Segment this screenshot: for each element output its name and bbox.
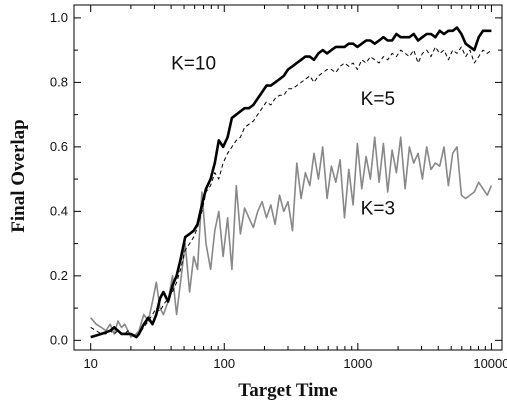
axis-ticks: 10 100 1000 10000 0.0 0.2 0.4 0.6 0.8 1.0 — [50, 5, 507, 371]
y-tick-label: 0.8 — [50, 74, 68, 89]
series-label-k-5: K=5 — [361, 89, 395, 110]
y-tick-label: 0.0 — [50, 332, 68, 347]
y-tick-label: 1.0 — [50, 10, 68, 25]
x-tick-label: 10 — [83, 356, 97, 371]
series-label-layer: K=10 K=5 K=3 — [171, 53, 395, 219]
y-axis-title: Final Overlap — [8, 119, 29, 232]
y-tick-label: 0.2 — [50, 268, 68, 283]
x-axis-title: Target Time — [238, 380, 337, 401]
series-line-k-3 — [90, 136, 493, 338]
x-tick-label: 1000 — [343, 356, 372, 371]
x-tick-label: 100 — [213, 356, 235, 371]
y-tick-label: 0.4 — [50, 203, 68, 218]
series-line-k-5 — [90, 46, 492, 338]
series-label-k-10: K=10 — [171, 53, 216, 74]
series-layer — [90, 26, 493, 339]
x-tick-label: 10000 — [473, 356, 507, 371]
y-tick-label: 0.6 — [50, 139, 68, 154]
series-label-k-3: K=3 — [361, 199, 395, 220]
plot-frame — [73, 4, 503, 351]
series-line-k-10 — [90, 26, 492, 339]
